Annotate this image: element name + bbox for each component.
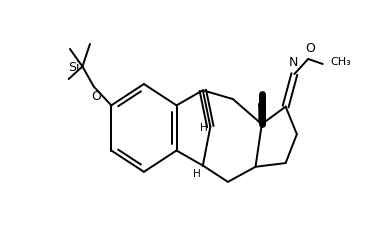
Text: H: H: [200, 122, 208, 132]
Text: CH₃: CH₃: [330, 57, 351, 67]
Text: O: O: [305, 42, 315, 55]
Text: H: H: [193, 168, 200, 178]
Text: O: O: [91, 90, 101, 103]
Text: Si: Si: [68, 61, 80, 74]
Text: N: N: [288, 56, 298, 69]
